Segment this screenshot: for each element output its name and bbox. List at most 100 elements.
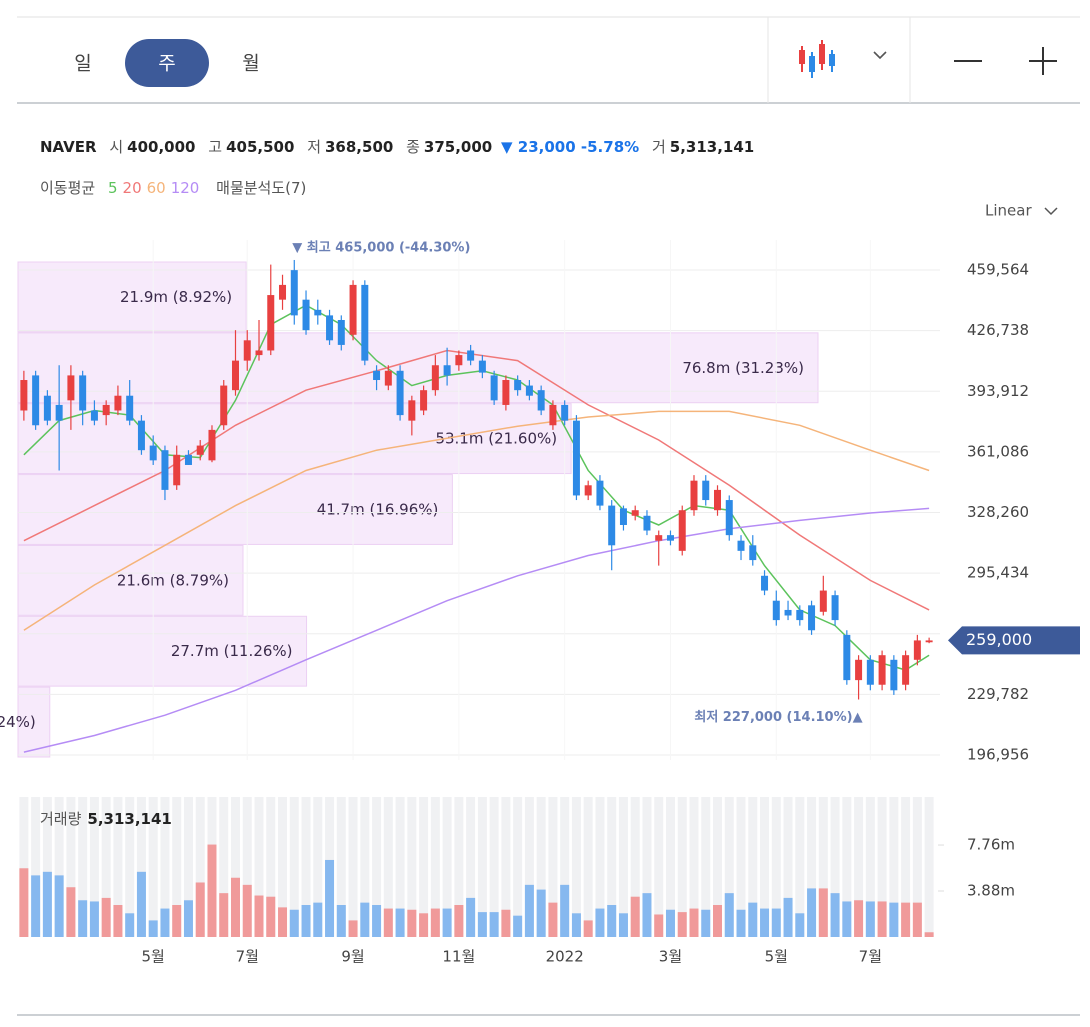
quote-value: 400,000	[127, 138, 195, 156]
volume-bar	[19, 868, 29, 937]
candle-body	[808, 605, 816, 631]
volume-bar	[42, 871, 52, 937]
volume-bar	[642, 893, 652, 937]
symbol: NAVER	[40, 138, 97, 156]
candle-body	[161, 450, 169, 490]
volume-bar	[536, 889, 546, 937]
tab[interactable]: 일	[74, 53, 91, 75]
volume-bar	[618, 913, 628, 937]
tab-active[interactable]: 주	[158, 53, 175, 75]
quote-label: 고	[208, 138, 222, 156]
volume-bg	[854, 797, 864, 937]
candle-body	[690, 480, 698, 511]
volume-bg	[383, 797, 393, 937]
candle-body	[525, 385, 533, 396]
quote-value: 375,000	[424, 138, 492, 156]
volume-bar	[301, 905, 311, 937]
candle-body	[361, 284, 369, 361]
volume-bar	[489, 912, 499, 937]
volume-bg	[101, 797, 111, 937]
volume-bg	[242, 797, 252, 937]
quote-line: NAVER 시 400,000 고 405,500 저 368,500 종 375,00…	[40, 138, 754, 156]
candle-body	[737, 540, 745, 551]
volume-bar	[419, 913, 429, 937]
quote-label: 종	[406, 138, 420, 156]
scale-chevron[interactable]	[1044, 207, 1058, 216]
y-tick-label: 196,956	[967, 745, 1029, 763]
volume-bar	[901, 902, 911, 937]
y-tick-label: 229,782	[967, 685, 1029, 703]
y-tick-label: 295,434	[967, 564, 1029, 582]
volume-bg	[254, 797, 264, 937]
chart-type-icon[interactable]	[799, 40, 835, 78]
candle-body	[384, 370, 392, 386]
x-tick-label: 7월	[859, 948, 882, 966]
volume-bg	[771, 797, 781, 937]
volume-bar	[336, 905, 346, 937]
profile-label: 53.1m (21.60%)	[435, 430, 557, 448]
tab[interactable]: 월	[242, 53, 259, 75]
volume-bg	[42, 797, 52, 937]
candle-body	[549, 404, 557, 426]
volume-title-value: 5,313,141	[87, 810, 171, 828]
volume-bg	[372, 797, 382, 937]
volume-bar	[172, 905, 182, 937]
volume-bar	[665, 909, 675, 937]
candle-body	[702, 480, 710, 501]
volume-bar	[442, 908, 452, 937]
volume-bg	[889, 797, 899, 937]
candle-body	[243, 340, 251, 361]
candle-body	[761, 575, 769, 591]
volume-bg	[924, 797, 934, 937]
volume-bg	[618, 797, 628, 937]
last-price-tag	[948, 626, 1080, 655]
volume-bar	[125, 913, 135, 937]
volume-bg	[524, 797, 534, 937]
dropdown-chevron[interactable]	[873, 51, 887, 60]
volume-bar	[289, 909, 299, 937]
volume-bar	[771, 908, 781, 937]
x-tick-label: 11월	[442, 948, 475, 966]
low-annotation: 최저 227,000 (14.10%)▲	[694, 710, 862, 725]
zoom-in[interactable]	[1029, 47, 1057, 75]
x-tick-label: 2022	[546, 948, 584, 966]
candle-body	[855, 659, 863, 681]
profile-band	[17, 474, 453, 545]
candle-body	[173, 454, 181, 486]
candle-body	[443, 365, 451, 376]
volume-bg	[654, 797, 664, 937]
volume-bg	[430, 797, 440, 937]
profile-title: 매물분석도(7)	[216, 179, 306, 197]
volume-bg	[160, 797, 170, 937]
candle-body	[584, 485, 592, 496]
ma-line	[23, 410, 930, 631]
candle-body	[608, 505, 616, 546]
volume-bar	[477, 912, 487, 937]
candle-body	[373, 370, 381, 381]
volume-bg	[477, 797, 487, 937]
quote-label: 거	[652, 138, 666, 156]
volume-bg	[830, 797, 840, 937]
profile-band	[17, 615, 308, 687]
candle-body	[796, 609, 804, 621]
ma-legend-item: 5	[108, 179, 118, 197]
scale-select[interactable]: Linear	[985, 202, 1032, 220]
candle-body	[619, 508, 627, 525]
candle-body	[878, 655, 886, 685]
volume-bg	[125, 797, 135, 937]
volume-bar	[66, 887, 76, 937]
volume-bar	[101, 897, 111, 937]
candle-body	[866, 659, 874, 685]
candle-body	[349, 284, 357, 335]
candle-body	[537, 390, 545, 411]
ma-legend-item: 20	[123, 179, 142, 197]
candle-body	[196, 445, 204, 455]
volume-bg	[795, 797, 805, 937]
candle-body	[20, 380, 28, 411]
y-tick-label: 459,564	[967, 261, 1029, 279]
volume-bar	[748, 902, 758, 937]
volume-bar	[395, 908, 405, 937]
candle-body	[772, 600, 780, 621]
volume-bg	[31, 797, 41, 937]
volume-bg	[748, 797, 758, 937]
